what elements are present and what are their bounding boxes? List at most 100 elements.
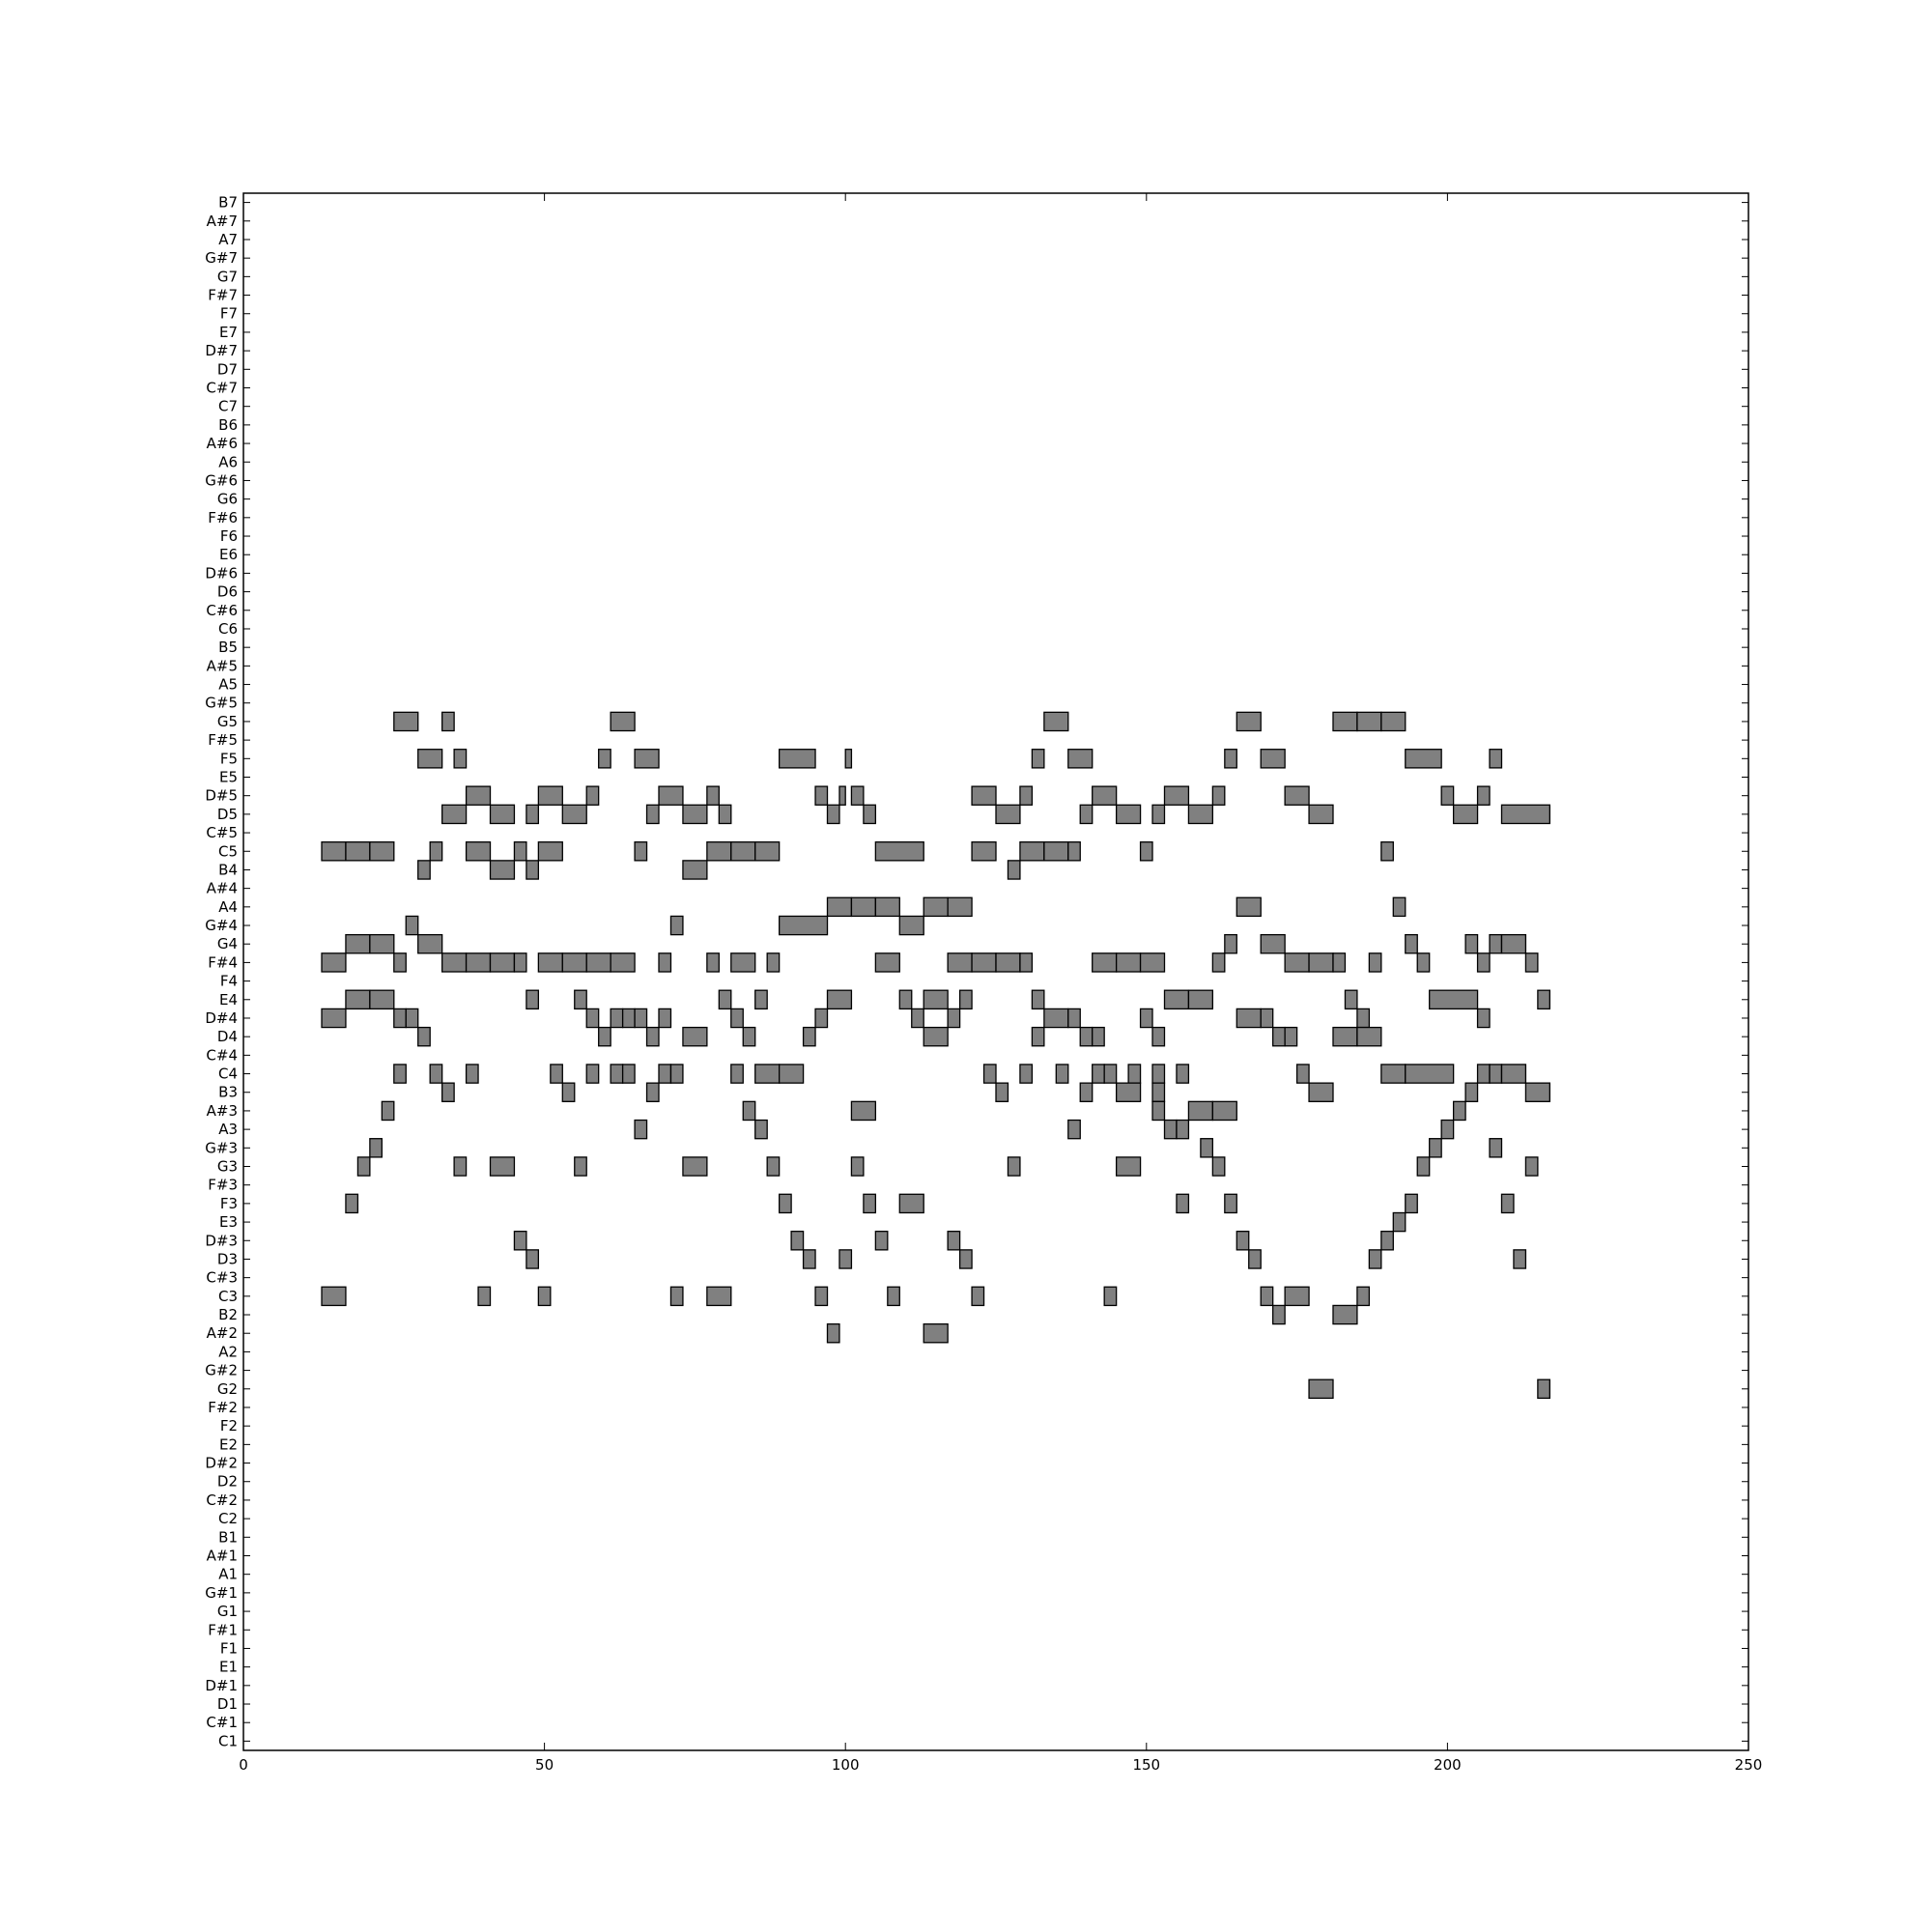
note-Gs3-197 bbox=[1429, 1138, 1442, 1158]
note-E4-119 bbox=[958, 989, 973, 1010]
note-Fs4-69 bbox=[658, 952, 672, 973]
y-tick-label: A#3 bbox=[207, 1102, 238, 1120]
y-tick-label: C6 bbox=[218, 620, 238, 638]
note-D3-93 bbox=[802, 1249, 816, 1269]
note-Ds4-205 bbox=[1476, 1008, 1491, 1029]
note-C5-121 bbox=[971, 841, 997, 862]
note-F3-209 bbox=[1500, 1193, 1515, 1214]
plot-frame bbox=[242, 192, 1749, 1751]
note-D3-167 bbox=[1248, 1249, 1262, 1269]
note-D4-151 bbox=[1151, 1026, 1166, 1047]
y-tick-label: C#6 bbox=[206, 602, 238, 619]
note-Ds3-91 bbox=[790, 1231, 805, 1251]
note-E4-79 bbox=[718, 989, 732, 1010]
note-B3-203 bbox=[1464, 1082, 1479, 1102]
note-G3-161 bbox=[1211, 1156, 1226, 1177]
note-Gs3-207 bbox=[1489, 1138, 1503, 1158]
y-tick-label: G#1 bbox=[205, 1584, 238, 1602]
note-D5-157 bbox=[1187, 804, 1214, 825]
note-Fs4-33 bbox=[441, 952, 468, 973]
note-C5-21 bbox=[369, 841, 395, 862]
note-F5-35 bbox=[453, 749, 468, 769]
note-Fs4-195 bbox=[1416, 952, 1431, 973]
note-D3-47 bbox=[526, 1249, 540, 1269]
note-G5-33 bbox=[441, 711, 455, 732]
y-tick-label: F7 bbox=[220, 305, 238, 323]
note-C4-193 bbox=[1405, 1064, 1455, 1084]
note-C4-141 bbox=[1092, 1064, 1105, 1084]
note-G2-177 bbox=[1308, 1378, 1334, 1400]
note-B4-73 bbox=[682, 860, 708, 880]
y-tick-label: A#5 bbox=[207, 657, 238, 674]
y-tick-label: A#7 bbox=[207, 213, 238, 230]
note-A3-85 bbox=[754, 1119, 768, 1140]
note-D5-139 bbox=[1079, 804, 1094, 825]
note-D4-185 bbox=[1356, 1026, 1382, 1047]
note-G3-145 bbox=[1115, 1156, 1142, 1177]
y-tick-label: B6 bbox=[218, 416, 238, 434]
note-D4-141 bbox=[1092, 1026, 1105, 1047]
note-C5-17 bbox=[345, 841, 371, 862]
note-D4-113 bbox=[923, 1026, 949, 1047]
y-tick-label: A2 bbox=[218, 1343, 238, 1360]
y-tick-label: D#2 bbox=[205, 1455, 238, 1472]
note-A4-97 bbox=[826, 896, 853, 918]
note-Ds4-137 bbox=[1067, 1008, 1081, 1029]
y-tick-label: F#2 bbox=[208, 1399, 238, 1416]
note-C5-85 bbox=[754, 841, 781, 862]
y-tick-label: C#4 bbox=[206, 1046, 238, 1064]
note-Ds5-99 bbox=[838, 785, 846, 806]
note-G3-101 bbox=[850, 1156, 865, 1177]
note-D5-209 bbox=[1500, 804, 1550, 825]
note-Ds3-45 bbox=[513, 1231, 527, 1251]
note-F3-155 bbox=[1176, 1193, 1190, 1214]
note-A4-117 bbox=[947, 896, 973, 918]
note-G4-29 bbox=[417, 933, 443, 954]
note-As3-161 bbox=[1211, 1100, 1237, 1122]
note-C4-147 bbox=[1127, 1064, 1142, 1084]
y-tick-label: E5 bbox=[219, 769, 238, 786]
note-Fs4-145 bbox=[1115, 952, 1142, 973]
y-tick-label: C7 bbox=[218, 398, 238, 415]
y-tick-label: E1 bbox=[219, 1659, 238, 1676]
y-tick-label: A4 bbox=[218, 898, 238, 916]
note-Fs4-213 bbox=[1524, 952, 1539, 973]
y-tick-label: F6 bbox=[220, 527, 238, 545]
note-E4-21 bbox=[369, 989, 395, 1010]
note-Fs4-53 bbox=[561, 952, 587, 973]
note-Ds5-57 bbox=[585, 785, 600, 806]
y-tick-label: D#3 bbox=[205, 1232, 238, 1249]
note-Ds5-205 bbox=[1476, 785, 1491, 806]
note-C5-31 bbox=[429, 841, 443, 862]
y-tick-label: A#1 bbox=[207, 1548, 238, 1565]
note-Ds4-27 bbox=[405, 1008, 419, 1029]
note-C4-129 bbox=[1019, 1064, 1034, 1084]
note-Gs3-159 bbox=[1200, 1138, 1214, 1158]
note-Ds4-25 bbox=[393, 1008, 407, 1029]
y-tick-label: F4 bbox=[220, 973, 238, 990]
note-D3-211 bbox=[1513, 1249, 1527, 1269]
note-Ds3-117 bbox=[947, 1231, 961, 1251]
note-D5-145 bbox=[1115, 804, 1142, 825]
note-C4-85 bbox=[754, 1064, 781, 1084]
y-tick-label: E4 bbox=[219, 991, 238, 1009]
x-tick-label: 50 bbox=[535, 1756, 554, 1774]
note-C3-49 bbox=[537, 1286, 552, 1307]
note-D4-29 bbox=[417, 1026, 431, 1047]
y-tick-label: A#4 bbox=[207, 880, 238, 897]
note-C4-37 bbox=[465, 1064, 479, 1084]
note-C3-39 bbox=[477, 1286, 492, 1307]
y-tick-label: C1 bbox=[218, 1732, 238, 1749]
note-Fs4-77 bbox=[706, 952, 720, 973]
note-Fs4-149 bbox=[1139, 952, 1166, 973]
note-Ds5-129 bbox=[1019, 785, 1034, 806]
note-G4-163 bbox=[1224, 933, 1237, 954]
note-G4-21 bbox=[369, 933, 395, 954]
note-A4-191 bbox=[1392, 896, 1406, 918]
note-Fs4-129 bbox=[1019, 952, 1034, 973]
y-tick-label: C4 bbox=[218, 1065, 238, 1083]
note-Fs4-45 bbox=[513, 952, 527, 973]
y-tick-label: B7 bbox=[218, 194, 238, 212]
y-tick-label: G#2 bbox=[205, 1362, 238, 1379]
